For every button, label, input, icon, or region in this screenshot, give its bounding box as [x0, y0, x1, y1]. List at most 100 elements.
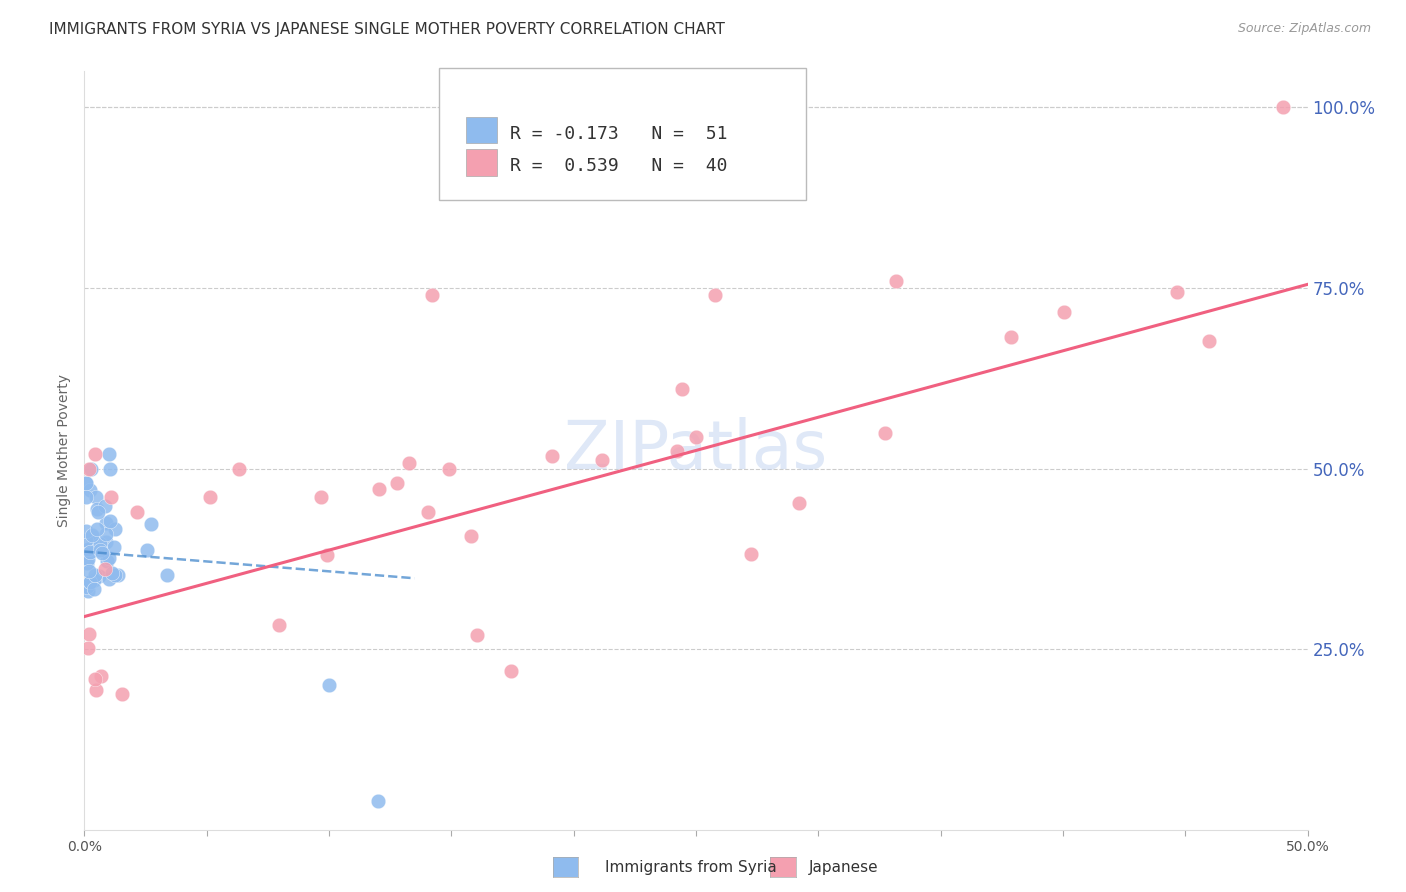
Point: [1198, 334, 1220, 348]
Point: [86, 682, 108, 697]
Point: [873, 425, 896, 440]
Point: [89, 536, 111, 550]
Point: [86, 522, 108, 536]
Point: [87, 505, 110, 519]
Point: [89, 568, 111, 582]
Point: [94, 526, 117, 541]
Point: [97, 550, 120, 565]
Point: [666, 443, 689, 458]
FancyBboxPatch shape: [465, 150, 496, 176]
Text: IMMIGRANTS FROM SYRIA VS JAPANESE SINGLE MOTHER POVERTY CORRELATION CHART: IMMIGRANTS FROM SYRIA VS JAPANESE SINGLE…: [49, 22, 725, 37]
Point: [437, 461, 460, 475]
Point: [77, 461, 100, 475]
Point: [82, 539, 104, 553]
Point: [198, 491, 221, 505]
Point: [671, 382, 693, 396]
Point: [90, 669, 112, 683]
Point: [98, 447, 121, 461]
FancyBboxPatch shape: [439, 68, 806, 201]
Point: [77, 583, 100, 598]
Point: [101, 566, 124, 580]
Point: [75, 475, 97, 490]
Point: [156, 568, 179, 582]
Point: [228, 461, 250, 475]
Point: [79, 483, 101, 498]
Point: [97, 572, 120, 586]
Point: [136, 542, 159, 557]
Point: [540, 449, 562, 463]
Point: [83, 573, 105, 587]
Point: [107, 567, 129, 582]
Point: [89, 542, 111, 557]
Point: [1166, 285, 1188, 299]
Point: [104, 568, 127, 582]
Point: [79, 574, 101, 589]
Point: [100, 491, 122, 505]
Point: [84, 568, 107, 582]
Point: [76, 557, 98, 571]
Point: [77, 552, 100, 566]
Point: [84, 491, 107, 505]
Point: [422, 288, 444, 302]
Text: R =  0.539   N =  40: R = 0.539 N = 40: [510, 157, 727, 175]
Point: [86, 502, 108, 516]
Point: [367, 482, 389, 496]
Point: [1272, 100, 1295, 114]
Point: [82, 528, 104, 542]
Point: [91, 546, 114, 560]
Point: [465, 627, 488, 641]
Point: [77, 565, 100, 579]
Text: ZIPatlas: ZIPatlas: [564, 417, 828, 483]
Point: [94, 516, 117, 531]
Point: [499, 664, 522, 678]
Point: [591, 453, 613, 467]
Point: [94, 562, 117, 576]
Point: [125, 505, 148, 519]
Point: [740, 547, 762, 561]
Text: Immigrants from Syria: Immigrants from Syria: [605, 860, 776, 874]
Point: [111, 687, 134, 701]
Point: [96, 554, 118, 568]
Point: [309, 491, 332, 505]
Point: [104, 522, 127, 536]
Point: [94, 499, 117, 513]
Point: [84, 672, 107, 686]
Point: [398, 456, 420, 470]
Point: [94, 535, 117, 549]
Point: [80, 530, 103, 544]
Text: R = -0.173   N =  51: R = -0.173 N = 51: [510, 125, 727, 143]
Point: [82, 530, 104, 544]
Point: [704, 288, 727, 302]
Point: [416, 505, 439, 519]
Point: [103, 541, 125, 555]
Point: [787, 496, 810, 510]
Point: [318, 678, 340, 692]
Point: [316, 549, 339, 563]
Text: Japanese: Japanese: [808, 860, 879, 874]
Point: [80, 461, 103, 475]
Point: [77, 542, 100, 557]
Point: [75, 524, 97, 539]
FancyBboxPatch shape: [465, 117, 496, 144]
Point: [76, 580, 98, 594]
Point: [83, 447, 105, 461]
Point: [1000, 330, 1022, 344]
Point: [83, 582, 105, 596]
Point: [75, 475, 97, 490]
Point: [269, 617, 291, 632]
Point: [367, 794, 389, 808]
Point: [1053, 305, 1076, 319]
Point: [98, 514, 121, 528]
Text: Source: ZipAtlas.com: Source: ZipAtlas.com: [1237, 22, 1371, 36]
Point: [75, 491, 97, 505]
Point: [460, 529, 482, 543]
Point: [79, 574, 101, 589]
Point: [98, 461, 121, 475]
Point: [387, 475, 409, 490]
Point: [685, 430, 707, 444]
Point: [75, 533, 97, 548]
Y-axis label: Single Mother Poverty: Single Mother Poverty: [58, 374, 72, 527]
Point: [77, 627, 100, 641]
Point: [139, 516, 162, 531]
Point: [76, 640, 98, 655]
